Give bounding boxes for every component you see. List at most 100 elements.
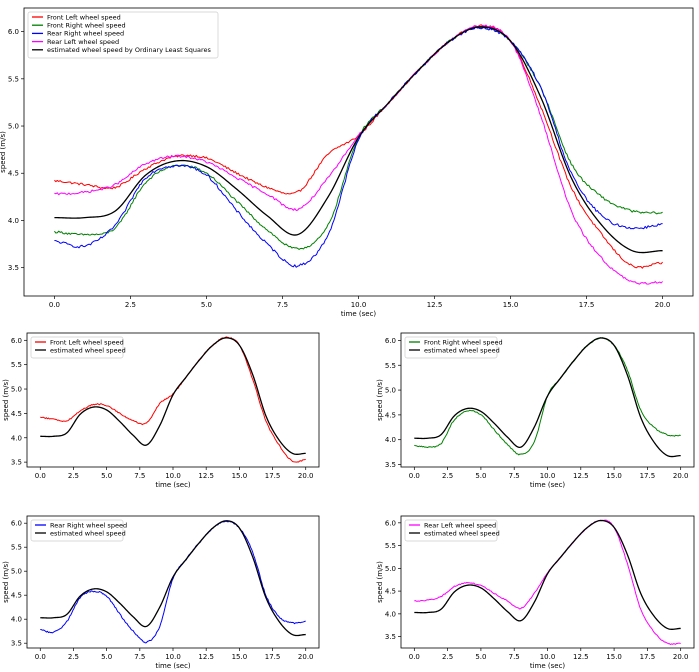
plot-area <box>414 337 681 458</box>
legend-label: Rear Right wheel speed <box>50 521 127 529</box>
series-line-4 <box>54 26 663 254</box>
x-tick-label: 7.5 <box>134 472 145 480</box>
y-tick-label: 4.0 <box>8 217 19 225</box>
y-tick: 5.5 <box>11 361 27 369</box>
y-tick-label: 4.0 <box>385 436 396 444</box>
x-tick: 0.0 <box>35 648 46 661</box>
x-tick-label: 15.0 <box>232 653 248 661</box>
x-tick: 12.5 <box>573 648 589 661</box>
x-tick-label: 17.5 <box>579 301 595 309</box>
legend-label: estimated wheel speed by Ordinary Least … <box>47 46 212 54</box>
x-tick-label: 12.5 <box>427 301 443 309</box>
y-tick-label: 6.0 <box>8 28 19 36</box>
x-tick: 17.5 <box>265 467 280 480</box>
x-tick: 17.5 <box>640 648 655 661</box>
x-tick: 5.0 <box>201 296 212 309</box>
rear-right-chart: 0.0 2.5 5.0 7.5 10.0 12.5 15.0 17.5 20.0 3.5 4.0 4.… <box>2 515 320 670</box>
x-axis-label: time (sec) <box>341 310 377 318</box>
x-tick: 17.5 <box>640 467 655 480</box>
y-tick: 5.0 <box>11 568 27 576</box>
x-tick-label: 5.0 <box>475 472 486 480</box>
y-tick-label: 3.5 <box>385 633 396 641</box>
legend-label: Rear Left wheel speed <box>424 521 496 529</box>
y-tick-label: 6.0 <box>11 337 22 345</box>
x-tick-label: 7.5 <box>509 472 520 480</box>
legend-label: Front Left wheel speed <box>50 338 124 346</box>
x-tick-label: 10.0 <box>540 653 556 661</box>
y-tick: 6.0 <box>385 519 401 527</box>
x-tick: 7.5 <box>277 296 288 309</box>
y-tick: 3.5 <box>11 459 27 467</box>
x-tick-label: 2.5 <box>125 301 136 309</box>
x-tick-label: 15.0 <box>232 472 248 480</box>
x-tick-label: 20.0 <box>673 472 689 480</box>
x-tick-label: 15.0 <box>606 472 622 480</box>
y-tick-label: 3.5 <box>11 640 22 648</box>
plot-area <box>40 336 306 463</box>
front-left-chart: 0.0 2.5 5.0 7.5 10.0 12.5 15.0 17.5 20.0 3.5 4.0 4.… <box>2 332 320 489</box>
x-tick-label: 0.0 <box>35 472 46 480</box>
x-tick-label: 12.5 <box>198 472 214 480</box>
y-tick-label: 5.5 <box>385 542 396 550</box>
x-tick-label: 12.5 <box>573 472 589 480</box>
x-tick: 17.5 <box>265 648 280 661</box>
y-tick-label: 5.0 <box>11 568 22 576</box>
y-tick: 4.5 <box>385 411 401 419</box>
x-tick-label: 2.5 <box>442 653 453 661</box>
x-tick-label: 20.0 <box>673 653 689 661</box>
x-tick-label: 10.0 <box>540 472 556 480</box>
y-tick: 3.5 <box>385 633 401 641</box>
x-tick: 2.5 <box>68 467 79 480</box>
x-tick: 12.5 <box>427 296 443 309</box>
y-tick-label: 5.0 <box>8 123 19 131</box>
y-tick-label: 4.0 <box>11 434 22 442</box>
x-tick-label: 20.0 <box>298 472 314 480</box>
x-tick: 15.0 <box>232 648 248 661</box>
x-tick-label: 20.0 <box>298 653 314 661</box>
y-tick: 5.5 <box>385 362 401 370</box>
x-axis-label: time (sec) <box>155 481 191 489</box>
y-axis-label: speed (m/s) <box>2 561 10 603</box>
legend-label: Rear Left wheel speed <box>47 38 119 46</box>
x-tick: 0.0 <box>35 467 46 480</box>
series-line-3 <box>54 24 663 285</box>
x-tick-label: 10.0 <box>165 653 181 661</box>
y-tick-label: 5.0 <box>11 386 22 394</box>
y-tick-label: 6.0 <box>11 520 22 528</box>
x-tick: 2.5 <box>442 467 453 480</box>
y-tick-label: 6.0 <box>385 337 396 345</box>
legend-label: Rear Right wheel speed <box>47 30 124 38</box>
y-tick: 3.5 <box>8 264 24 272</box>
y-tick-label: 5.5 <box>11 361 22 369</box>
y-tick: 6.0 <box>8 28 24 36</box>
x-axis-label: time (sec) <box>155 662 191 670</box>
y-tick-label: 5.5 <box>385 362 396 370</box>
x-tick: 0.0 <box>409 467 420 480</box>
legend-label: Front Right wheel speed <box>47 22 126 30</box>
x-tick: 12.5 <box>198 648 214 661</box>
series-line-0 <box>54 24 663 269</box>
x-tick: 7.5 <box>509 467 520 480</box>
y-tick: 4.5 <box>385 588 401 596</box>
x-tick-label: 5.0 <box>101 472 112 480</box>
x-tick-label: 5.0 <box>101 653 112 661</box>
x-tick: 10.0 <box>540 467 556 480</box>
y-tick-label: 4.0 <box>11 616 22 624</box>
series-line-0 <box>40 520 306 644</box>
y-axis-label: speed (m/s) <box>0 131 7 173</box>
x-tick: 15.0 <box>606 648 622 661</box>
y-tick: 4.0 <box>385 436 401 444</box>
y-tick: 3.5 <box>385 461 401 469</box>
series-line-1 <box>414 337 681 458</box>
plot-area <box>54 24 663 285</box>
y-tick: 6.0 <box>11 337 27 345</box>
rear-left-chart: 0.0 2.5 5.0 7.5 10.0 12.5 15.0 17.5 20.0 3.5 4.0 4.… <box>376 515 695 670</box>
plot-area <box>414 519 681 645</box>
x-tick-label: 15.0 <box>503 301 519 309</box>
x-tick: 2.5 <box>442 648 453 661</box>
legend-label: estimated wheel speed <box>50 346 126 354</box>
y-tick-label: 4.5 <box>11 410 22 418</box>
y-tick: 5.0 <box>8 123 24 131</box>
x-tick: 12.5 <box>573 467 589 480</box>
